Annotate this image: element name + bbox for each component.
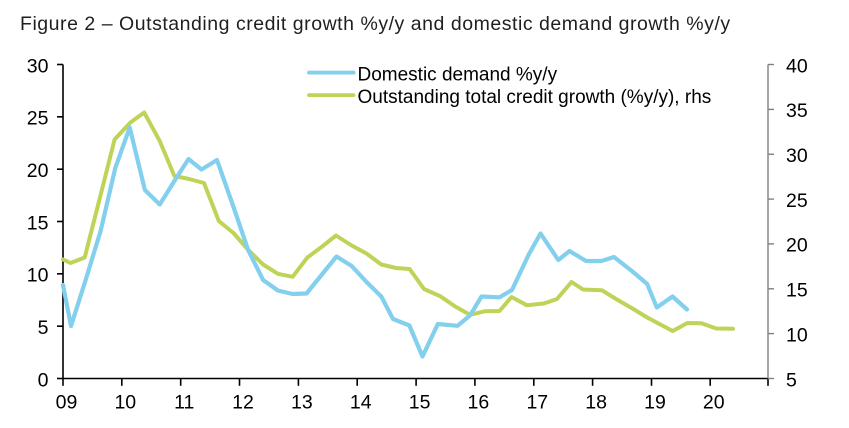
svg-text:19: 19 <box>644 392 666 414</box>
svg-text:5: 5 <box>38 317 49 339</box>
svg-text:25: 25 <box>786 190 808 212</box>
svg-text:10: 10 <box>27 265 49 287</box>
svg-text:15: 15 <box>27 212 49 234</box>
svg-text:20: 20 <box>786 235 808 257</box>
svg-text:10: 10 <box>114 392 136 414</box>
svg-text:18: 18 <box>585 392 607 414</box>
svg-text:15: 15 <box>409 392 431 414</box>
svg-text:Domestic demand %y/y: Domestic demand %y/y <box>358 65 558 86</box>
svg-text:30: 30 <box>27 55 49 77</box>
svg-text:0: 0 <box>38 369 49 391</box>
svg-text:35: 35 <box>786 100 808 122</box>
svg-text:5: 5 <box>786 369 797 391</box>
svg-text:14: 14 <box>350 392 372 414</box>
svg-text:10: 10 <box>786 324 808 346</box>
svg-text:30: 30 <box>786 145 808 167</box>
svg-text:25: 25 <box>27 108 49 130</box>
svg-text:17: 17 <box>526 392 548 414</box>
svg-text:20: 20 <box>27 160 49 182</box>
svg-text:13: 13 <box>291 392 313 414</box>
svg-text:16: 16 <box>468 392 490 414</box>
svg-text:20: 20 <box>703 392 725 414</box>
svg-text:40: 40 <box>786 55 808 77</box>
svg-text:11: 11 <box>174 392 194 414</box>
svg-text:15: 15 <box>786 280 808 302</box>
svg-text:Outstanding total credit growt: Outstanding total credit growth (%y/y), … <box>358 87 712 108</box>
svg-text:12: 12 <box>232 392 254 414</box>
svg-text:Figure 2 – Outstanding credit: Figure 2 – Outstanding credit growth %y/… <box>20 13 731 35</box>
svg-text:09: 09 <box>56 392 78 414</box>
